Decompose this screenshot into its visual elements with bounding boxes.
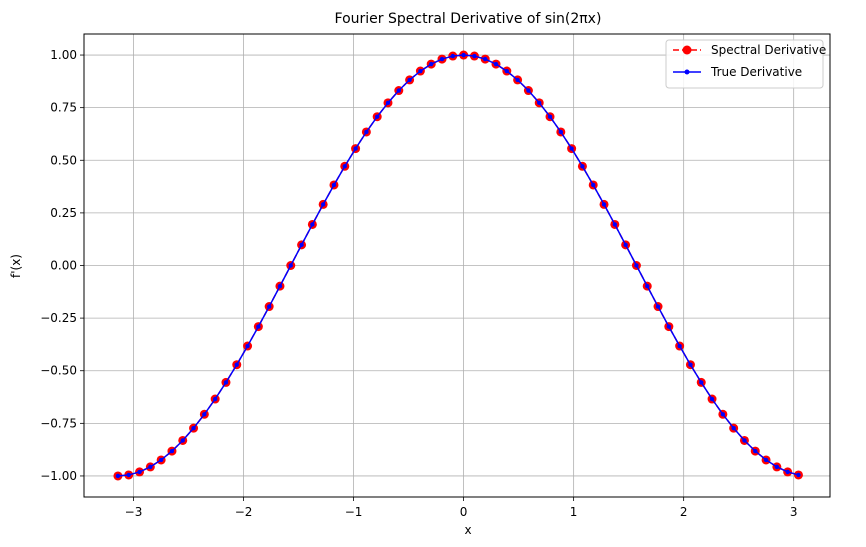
true-derivative-point (245, 343, 250, 349)
x-tick-label: −3 (125, 505, 143, 519)
y-tick-label: 0.50 (50, 153, 77, 167)
true-derivative-point (126, 472, 131, 478)
true-derivative-point (677, 343, 682, 349)
true-derivative-point (331, 182, 337, 188)
y-tick-label: 1.00 (50, 48, 77, 62)
true-derivative-point (742, 438, 747, 443)
series-layer (113, 50, 803, 481)
true-derivative-point (547, 114, 553, 119)
y-tick-label: −1.00 (40, 469, 77, 483)
true-derivative-point (169, 448, 175, 454)
true-derivative-point (418, 68, 423, 74)
y-tick-label: −0.75 (40, 416, 77, 430)
true-derivative-point (461, 52, 466, 58)
legend-spectral-marker-icon (682, 45, 692, 55)
legend-true-marker-icon (684, 69, 690, 75)
true-derivative-point (666, 324, 672, 329)
true-derivative-point (299, 242, 304, 248)
grid-lines (84, 34, 830, 497)
true-derivative-point (148, 464, 153, 470)
true-derivative-point (450, 53, 455, 59)
true-derivative-point (526, 88, 531, 93)
true-derivative-point (310, 222, 315, 227)
true-derivative-point (537, 100, 542, 106)
true-derivative-point (731, 425, 736, 431)
true-derivative-point (645, 283, 650, 289)
true-derivative-point (439, 56, 445, 62)
y-axis: −1.00 −0.75 −0.50 −0.25 0.00 0.25 0.50 0.75 1.00 (40, 48, 84, 483)
true-derivative-point (266, 304, 272, 309)
true-derivative-point (115, 473, 121, 479)
true-derivative-point (591, 182, 596, 188)
true-derivative-point (191, 425, 196, 431)
y-tick-label: −0.25 (40, 311, 77, 325)
true-derivative-point (396, 88, 401, 93)
true-derivative-point (763, 457, 769, 463)
true-derivative-point (634, 263, 639, 268)
true-derivative-point (720, 412, 726, 417)
true-derivative-point (256, 324, 261, 329)
true-derivative-point (202, 412, 207, 417)
true-derivative-point (158, 457, 164, 463)
legend-true-label: True Derivative (710, 65, 802, 79)
true-derivative-point (374, 114, 380, 119)
true-derivative-point (320, 202, 326, 207)
true-derivative-point (569, 146, 574, 151)
x-tick-label: −2 (235, 505, 253, 519)
x-tick-label: 3 (790, 505, 798, 519)
true-derivative-point (180, 438, 185, 443)
x-tick-label: 1 (570, 505, 578, 519)
legend-box (665, 39, 824, 89)
true-derivative-point (288, 263, 293, 268)
x-tick-label: 2 (680, 505, 688, 519)
true-derivative-point (558, 129, 564, 135)
true-derivative-point (580, 164, 585, 169)
true-derivative-point (234, 362, 239, 367)
true-derivative-point (353, 146, 358, 151)
true-derivative-point (223, 380, 229, 385)
true-derivative-point (601, 202, 607, 207)
y-tick-label: −0.50 (40, 364, 77, 378)
x-axis-label: x (464, 523, 471, 537)
legend-spectral-label: Spectral Derivative (711, 43, 826, 57)
true-derivative-point (785, 469, 790, 475)
chart-title: Fourier Spectral Derivative of sin(2πx) (335, 11, 602, 27)
true-derivative-point (796, 472, 801, 478)
legend: Spectral Derivative True Derivative (665, 39, 826, 89)
x-axis: −3 −2 −1 0 1 2 3 (125, 497, 798, 519)
true-derivative-point (212, 396, 218, 402)
true-derivative-point (504, 68, 510, 74)
true-derivative-point (364, 129, 369, 135)
true-derivative-point (483, 56, 488, 62)
true-derivative-point (493, 61, 499, 67)
true-derivative-point (699, 380, 704, 385)
true-derivative-point (385, 100, 391, 106)
true-derivative-point (277, 283, 283, 289)
true-derivative-point (515, 77, 520, 83)
true-derivative-point (688, 362, 693, 367)
y-tick-label: 0.00 (50, 259, 77, 273)
y-axis-label: f'(x) (9, 254, 23, 278)
true-derivative-point (428, 61, 434, 67)
x-tick-label: −1 (345, 505, 363, 519)
y-tick-label: 0.25 (50, 206, 77, 220)
true-derivative-point (774, 464, 780, 470)
true-derivative-point (407, 77, 412, 83)
true-derivative-point (655, 304, 661, 309)
true-derivative-point (137, 469, 142, 475)
true-derivative-point (623, 242, 628, 248)
true-derivative-point (342, 164, 347, 169)
true-derivative-point (709, 396, 715, 402)
true-derivative-point (472, 53, 477, 59)
y-tick-label: 0.75 (50, 101, 77, 115)
true-derivative-line (117, 54, 799, 477)
true-derivative-point (753, 448, 758, 454)
x-tick-label: 0 (460, 505, 468, 519)
true-derivative-point (612, 222, 618, 227)
